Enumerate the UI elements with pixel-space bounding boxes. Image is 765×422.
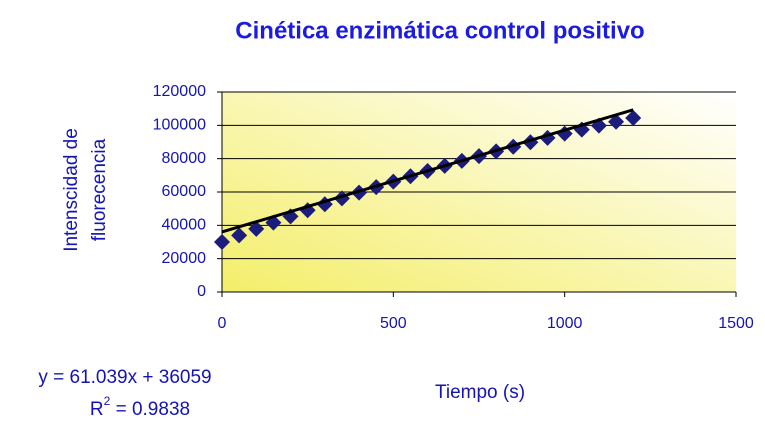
y-tick-label: 40000 (162, 217, 207, 234)
x-axis-title: Tiempo (s) (435, 382, 525, 403)
r-value: = 0.9838 (110, 399, 190, 420)
y-tick-label: 120000 (153, 83, 206, 100)
r-exponent: 2 (104, 394, 111, 408)
y-tick-label: 80000 (162, 150, 207, 167)
x-tick-label: 500 (380, 315, 407, 332)
y-tick-label: 20000 (162, 250, 207, 267)
x-tick-label: 1000 (547, 315, 583, 332)
y-axis-title: Intenscidad de (61, 128, 82, 252)
data-point (608, 113, 625, 130)
y-tick-label: 100000 (153, 117, 206, 134)
data-point (231, 227, 248, 244)
y-axis-title: fluorecencia (89, 138, 110, 241)
trend-equation: y = 61.039x + 36059 (38, 367, 211, 388)
r-symbol: R (90, 399, 104, 420)
data-point (625, 110, 642, 126)
y-tick-label: 0 (197, 283, 206, 300)
x-tick-label: 0 (218, 315, 227, 332)
y-tick-label: 60000 (162, 183, 207, 200)
trendline (221, 108, 634, 234)
data-point (214, 234, 230, 250)
r-squared: R2 = 0.9838 (90, 394, 190, 420)
x-tick-label: 1500 (718, 315, 754, 332)
chart-title: Cinética enzimática control positivo (235, 17, 644, 44)
data-point (248, 220, 265, 237)
